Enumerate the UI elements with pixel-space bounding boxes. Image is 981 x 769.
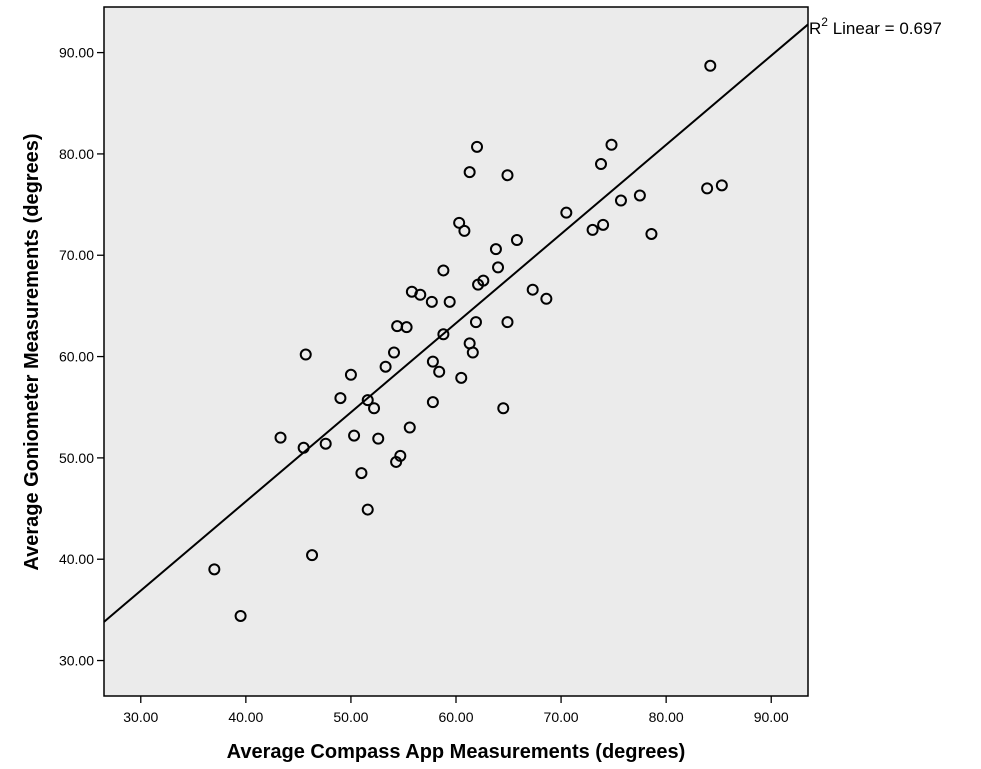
scatter-point — [388, 346, 401, 359]
fit-line-group — [103, 23, 809, 623]
scatter-point — [597, 218, 610, 231]
x-tick-label: 40.00 — [228, 709, 263, 725]
scatter-point — [348, 429, 361, 442]
scatter-point — [437, 328, 450, 341]
y-tick-label: 40.00 — [59, 551, 94, 567]
r-squared-value: Linear = 0.697 — [828, 19, 942, 38]
scatter-point — [319, 437, 332, 450]
scatter-point — [595, 158, 608, 171]
scatter-point — [208, 563, 221, 576]
scatter-point — [471, 140, 484, 153]
scatter-point — [605, 138, 618, 151]
scatter-point — [368, 402, 381, 415]
scatter-point — [355, 467, 368, 480]
scatter-point — [540, 292, 553, 305]
scatter-point — [704, 59, 717, 72]
scatter-point — [361, 394, 374, 407]
scatter-point — [469, 316, 482, 329]
scatter-point — [455, 371, 468, 384]
scatter-point — [701, 182, 714, 195]
scatter-point — [501, 169, 514, 182]
scatter-point — [510, 234, 523, 247]
scatter-point — [492, 261, 505, 274]
scatter-point — [715, 179, 728, 192]
scatter-point — [425, 295, 438, 308]
y-tick-label: 50.00 — [59, 450, 94, 466]
r-squared-prefix: R — [809, 19, 821, 38]
scatter-point — [526, 283, 539, 296]
scatter-point — [426, 355, 439, 368]
scatter-point — [477, 274, 490, 287]
x-tick-label: 80.00 — [649, 709, 684, 725]
scatter-point — [645, 227, 658, 240]
scatter-point — [334, 392, 347, 405]
scatter-point — [274, 431, 287, 444]
scatter-point — [234, 609, 247, 622]
y-tick-label: 80.00 — [59, 146, 94, 162]
scatter-point — [414, 288, 427, 301]
plot-area — [103, 6, 809, 697]
y-tick-label: 60.00 — [59, 349, 94, 365]
scatter-point — [443, 295, 456, 308]
scatter-point — [586, 223, 599, 236]
r-squared-annotation: R2 Linear = 0.697 — [809, 15, 942, 38]
scatter-point — [560, 206, 573, 219]
scatter-point — [433, 365, 446, 378]
scatter-point — [466, 346, 479, 359]
x-axis-title: Average Compass App Measurements (degree… — [227, 741, 686, 763]
scatter-point — [403, 421, 416, 434]
x-tick-label: 70.00 — [544, 709, 579, 725]
scatter-point — [458, 224, 471, 237]
y-tick-label: 90.00 — [59, 45, 94, 61]
scatter-point — [437, 264, 450, 277]
scatter-point — [426, 396, 439, 409]
scatter-point — [489, 243, 502, 256]
y-axis: 30.00 40.00 50.00 60.00 70.00 80.00 90.00 — [59, 45, 104, 669]
scatter-point — [379, 360, 392, 373]
scatter-point — [501, 316, 514, 329]
data-points — [208, 59, 728, 622]
x-axis: 30.00 40.00 50.00 60.00 70.00 80.00 90.00 — [123, 696, 789, 725]
fit-line — [103, 23, 809, 623]
y-tick-label: 30.00 — [59, 653, 94, 669]
x-tick-label: 30.00 — [123, 709, 158, 725]
scatter-point — [400, 321, 413, 334]
scatter-point — [306, 549, 319, 562]
scatter-point — [453, 216, 466, 229]
scatter-point — [394, 449, 407, 462]
scatter-point — [344, 368, 357, 381]
scatter-point — [614, 194, 627, 207]
scatter-point — [372, 432, 385, 445]
scatter-point — [361, 503, 374, 516]
r-squared-superscript: 2 — [821, 15, 828, 29]
scatter-point — [497, 402, 510, 415]
x-tick-label: 50.00 — [333, 709, 368, 725]
scatter-point — [463, 166, 476, 179]
y-tick-label: 70.00 — [59, 247, 94, 263]
x-tick-label: 90.00 — [754, 709, 789, 725]
scatter-point — [299, 348, 312, 361]
scatter-point — [633, 189, 646, 202]
y-axis-title: Average Goniometer Measurements (degrees… — [21, 133, 43, 570]
x-tick-label: 60.00 — [438, 709, 473, 725]
